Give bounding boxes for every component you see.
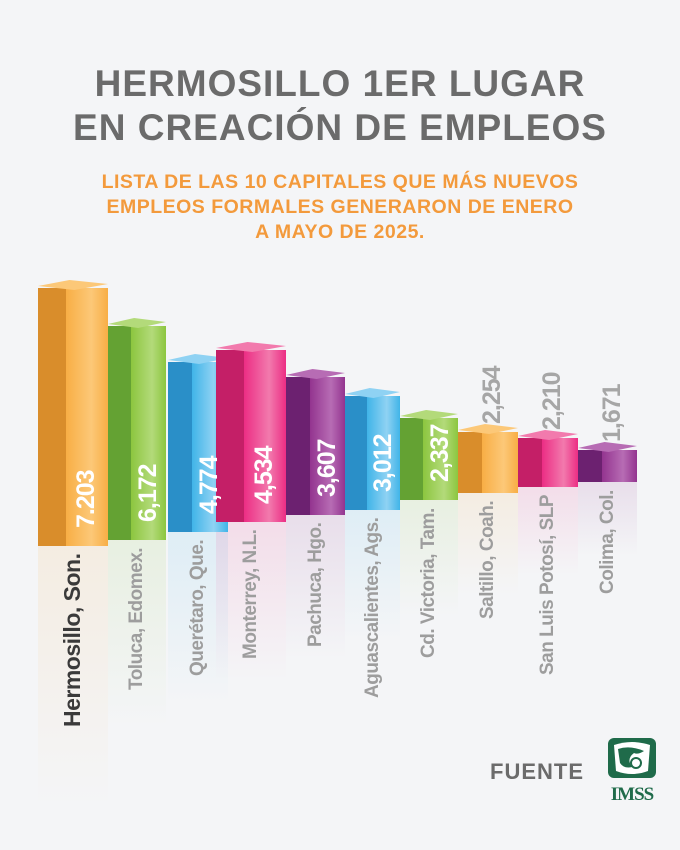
value-label: 7.203 xyxy=(72,470,100,528)
category-label: Aguascalientes, Ags. xyxy=(361,517,383,698)
category-label: Pachuca, Hgo. xyxy=(304,522,326,647)
title-line-2: EN CREACIÓN DE EMPLEOS xyxy=(73,107,607,148)
bar-front xyxy=(602,450,637,482)
bar-7 xyxy=(400,410,458,500)
bar-reflection xyxy=(345,510,400,640)
value-label: 2,210 xyxy=(538,372,566,430)
bar-5 xyxy=(286,369,345,515)
bar-side xyxy=(578,450,602,482)
value-label: 3,607 xyxy=(312,439,341,497)
category-label: Cd. Victoria, Tam. xyxy=(418,508,439,658)
bar-front xyxy=(310,377,345,515)
bar-top xyxy=(458,424,518,434)
value-label: 4,774 xyxy=(195,456,223,514)
category-label: Monterrey, N.L. xyxy=(240,529,261,659)
subtitle-line-1: LISTA DE LAS 10 CAPITALES QUE MÁS NUEVOS xyxy=(101,171,579,193)
value-label: 2,254 xyxy=(478,366,506,424)
category-label: Saltillo, Coah. xyxy=(477,500,498,619)
bar-6 xyxy=(345,388,400,510)
bar-front xyxy=(66,288,108,546)
subtitle-line-2: EMPLEOS FORMALES GENERARON DE ENERO xyxy=(106,196,574,218)
bar-1 xyxy=(38,280,108,546)
bar-2 xyxy=(108,318,166,540)
title-line-1: HERMOSILLO 1ER LUGAR xyxy=(94,63,586,104)
bar-reflection xyxy=(216,522,286,680)
bar-4 xyxy=(216,342,286,522)
value-label: 3,012 xyxy=(368,434,397,492)
bar-top xyxy=(216,342,286,352)
bar-reflection xyxy=(108,540,166,726)
source-label: FUENTE xyxy=(490,759,584,784)
bar-side xyxy=(216,350,244,522)
bar-side xyxy=(518,438,542,487)
bar-top xyxy=(286,369,345,379)
bar-reflection xyxy=(458,493,518,595)
bar-side xyxy=(168,362,192,532)
value-label: 4,534 xyxy=(250,446,278,504)
bar-8 xyxy=(458,424,518,493)
category-label: Toluca, Edomex. xyxy=(126,547,147,690)
bar-top xyxy=(168,354,228,364)
bar-top xyxy=(38,280,108,290)
bar-reflection xyxy=(400,500,458,616)
bar-front xyxy=(423,418,458,500)
bar-front xyxy=(244,350,286,522)
bar-9 xyxy=(518,430,578,487)
bar-side xyxy=(458,432,482,493)
subtitle-line-3: A MAYO DE 2025. xyxy=(255,221,425,243)
bar-front xyxy=(542,438,578,487)
value-label: 1,671 xyxy=(597,384,626,442)
bar-10 xyxy=(578,442,637,482)
svg-text:IMSS: IMSS xyxy=(611,784,654,803)
imss-logo: IMSS xyxy=(608,738,656,803)
bar-top xyxy=(108,318,166,328)
bar-front xyxy=(131,326,166,540)
category-label: Colima, Col. xyxy=(596,490,618,594)
bar-reflection xyxy=(518,487,578,575)
category-label: Querétaro, Que. xyxy=(187,539,208,676)
bar-reflection xyxy=(38,546,108,806)
bar-side xyxy=(38,288,66,546)
bar-front xyxy=(367,396,400,510)
value-label: 2,337 xyxy=(425,424,454,482)
category-label: San Luis Potosí, SLP xyxy=(537,494,558,675)
bar-top xyxy=(400,410,458,420)
bar-side xyxy=(108,326,131,540)
bar-side xyxy=(286,377,310,515)
subtitle: LISTA DE LAS 10 CAPITALES QUE MÁS NUEVOS… xyxy=(0,170,680,245)
bar-top xyxy=(578,442,637,452)
bar-reflection xyxy=(578,482,637,556)
bar-reflection xyxy=(168,532,228,704)
bar-side xyxy=(400,418,423,500)
bar-reflection xyxy=(286,515,345,659)
bar-top xyxy=(345,388,400,398)
bar-front xyxy=(482,432,518,493)
bar-side xyxy=(345,396,367,510)
category-label: Hermosillo, Son. xyxy=(59,553,85,727)
bar-top xyxy=(518,430,578,440)
value-label: 6,172 xyxy=(133,464,162,522)
